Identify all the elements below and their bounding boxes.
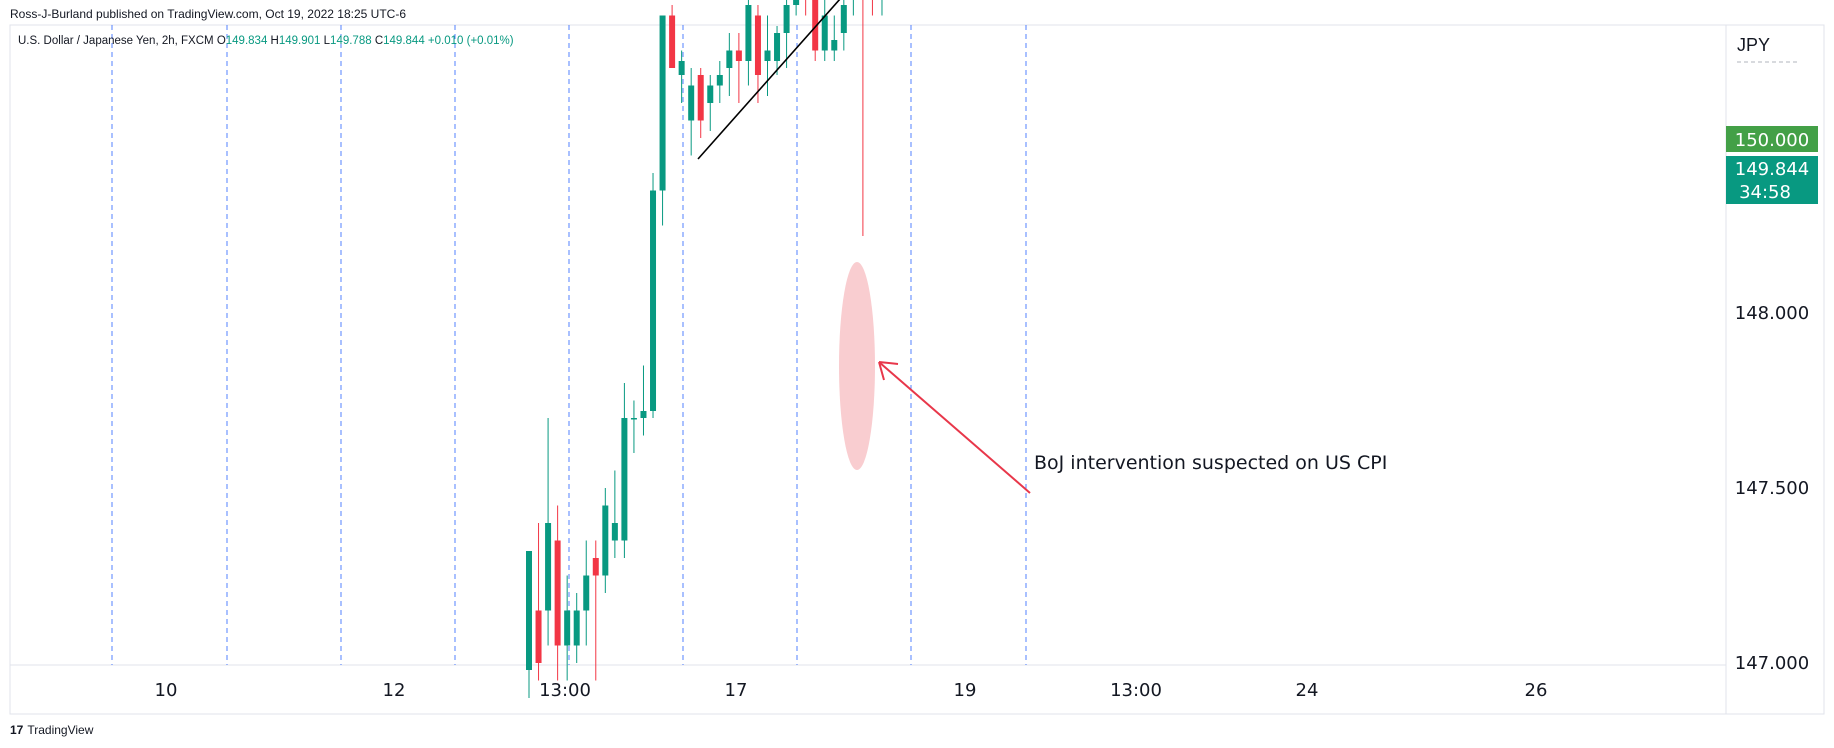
time-axis-ticks: 10 12 13:00 17 19 13:00 24 26 <box>155 680 1548 701</box>
time-tick-label: 13:00 <box>1110 680 1162 701</box>
price-tick-label: 148.000 <box>1735 303 1809 324</box>
current-price-label: 149.844 <box>1735 159 1809 180</box>
candle-body <box>564 610 571 646</box>
change-value: +0.010 (+0.01%) <box>427 35 514 47</box>
candle-body <box>583 575 590 611</box>
candle-body <box>545 523 552 611</box>
annotation-arrow-shaft <box>878 361 1031 494</box>
time-tick-label: 10 <box>155 680 178 701</box>
tradingview-footer[interactable]: 17 TradingView <box>10 723 93 737</box>
close-value: 149.844 <box>383 35 425 47</box>
candle-body <box>812 0 819 51</box>
candle-body <box>602 505 609 576</box>
time-tick-label: 24 <box>1296 680 1319 701</box>
time-tick-label: 19 <box>954 680 977 701</box>
symbol-name: U.S. Dollar / Japanese Yen, 2h, FXCM <box>18 35 214 47</box>
price-axis-ticks: 147.000147.500148.000148.500149.000149.5… <box>1735 128 1809 674</box>
time-tick-label: 17 <box>725 680 748 701</box>
price-tick-label: 147.500 <box>1735 478 1809 499</box>
candle-body <box>630 418 637 420</box>
high-value: 149.901 <box>278 35 321 47</box>
tradingview-logo-icon: 17 <box>10 723 24 737</box>
vertical-grid-lines <box>111 25 1027 665</box>
chart-frame <box>9 24 1825 715</box>
candle-body <box>821 15 828 51</box>
level-price-badge <box>1726 126 1818 152</box>
brand-name: TradingView <box>27 723 94 737</box>
annotation-text: BoJ intervention suspected on US CPI <box>1034 452 1387 474</box>
candle-body <box>678 61 685 75</box>
close-label: C <box>374 35 384 47</box>
candle-body <box>774 33 781 61</box>
candle-body <box>535 610 542 663</box>
candle-body <box>831 40 838 51</box>
symbol-legend: U.S. Dollar / Japanese Yen, 2h, FXCM O14… <box>18 35 514 47</box>
low-label: L <box>323 35 331 47</box>
intervention-highlight <box>839 262 875 470</box>
candle-body <box>735 50 742 61</box>
candle-body <box>726 50 733 68</box>
candle-body <box>611 523 618 541</box>
candle-body <box>659 15 666 191</box>
candle-body <box>697 75 704 121</box>
annotation-arrow-head <box>878 361 899 381</box>
candle-body <box>526 551 532 670</box>
candle-body <box>669 15 676 68</box>
candle-body <box>783 5 790 33</box>
candle-body <box>793 0 800 5</box>
candle-body <box>592 558 599 576</box>
bar-countdown-label: 34:58 <box>1739 182 1791 203</box>
time-tick-label: 26 <box>1525 680 1548 701</box>
candlestick-series <box>526 0 883 698</box>
open-value: 149.834 <box>225 35 268 47</box>
publish-header: Ross-J-Burland published on TradingView.… <box>10 7 406 21</box>
candle-body <box>554 540 561 646</box>
time-tick-label: 12 <box>383 680 406 701</box>
candle-body <box>764 50 771 61</box>
time-tick-label: 13:00 <box>539 680 591 701</box>
candle-body <box>754 15 761 75</box>
candle-body <box>621 418 628 541</box>
candle-body <box>573 610 580 646</box>
open-label: O <box>216 35 226 47</box>
current-price-badge <box>1726 156 1818 204</box>
level-price-label: 150.000 <box>1735 130 1809 151</box>
candle-body <box>840 5 847 33</box>
candle-body <box>707 85 714 103</box>
trendline <box>697 0 841 160</box>
low-value: 149.788 <box>330 35 372 47</box>
high-label: H <box>270 35 279 47</box>
candle-body <box>650 190 657 411</box>
candle-body <box>640 411 647 418</box>
candle-body <box>688 85 695 121</box>
currency-label: JPY <box>1737 35 1771 55</box>
price-tick-label: 147.000 <box>1735 653 1809 674</box>
candle-body <box>716 75 723 86</box>
candle-body <box>745 5 752 61</box>
